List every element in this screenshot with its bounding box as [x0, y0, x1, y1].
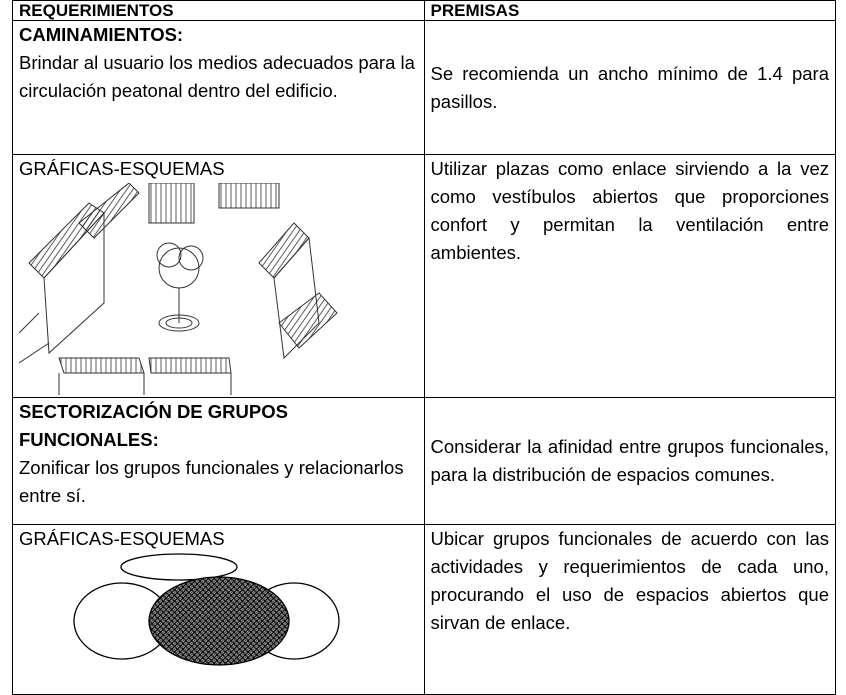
header-cell: PREMISAS — [423, 0, 836, 21]
cell: Se recomienda un ancho mínimo de 1.4 par… — [423, 20, 836, 155]
header-cell: REQUERIMIENTOS — [12, 0, 425, 21]
cell: SECTORIZACIÓN DE GRUPOS FUNCIONALES: Zon… — [12, 397, 425, 525]
cell: GRÁFICAS-ESQUEMAS — [12, 524, 425, 695]
row: SECTORIZACIÓN DE GRUPOS FUNCIONALES: Zon… — [12, 397, 836, 525]
cell: Considerar la afinidad entre grupos func… — [423, 397, 836, 525]
cell: Utilizar plazas como enlace sirviendo a … — [423, 154, 836, 398]
premise: Utilizar plazas como enlace sirviendo a … — [430, 158, 830, 263]
text: Zonificar los grupos funcionales y relac… — [19, 457, 404, 506]
premise: Ubicar grupos funcionales de acuerdo con… — [430, 528, 830, 633]
plaza-sketch — [19, 183, 338, 395]
groups-diagram — [73, 553, 340, 666]
cell: Ubicar grupos funcionales de acuerdo con… — [423, 524, 836, 695]
heading: SECTORIZACIÓN DE GRUPOS FUNCIONALES: — [19, 401, 288, 450]
premise: Se recomienda un ancho mínimo de 1.4 par… — [430, 62, 830, 112]
label: GRÁFICAS-ESQUEMAS — [19, 158, 225, 179]
row: GRÁFICAS-ESQUEMAS Ubicar grupos funciona… — [12, 524, 836, 695]
cell: CAMINAMIENTOS: Brindar al usuario los me… — [12, 20, 425, 155]
premise: Considerar la afinidad entre grupos func… — [430, 436, 830, 485]
cell: GRÁFICAS-ESQUEMAS — [12, 154, 425, 398]
requirements-table: REQUERIMIENTOS PREMISAS CAMINAMIENTOS: B… — [12, 0, 836, 695]
label: GRÁFICAS-ESQUEMAS — [19, 528, 225, 549]
header-row: REQUERIMIENTOS PREMISAS — [12, 0, 836, 21]
row: GRÁFICAS-ESQUEMAS — [12, 154, 836, 398]
row: CAMINAMIENTOS: Brindar al usuario los me… — [12, 20, 836, 155]
text: Brindar al usuario los medios adecuados … — [19, 52, 415, 101]
heading: CAMINAMIENTOS: — [19, 24, 184, 45]
